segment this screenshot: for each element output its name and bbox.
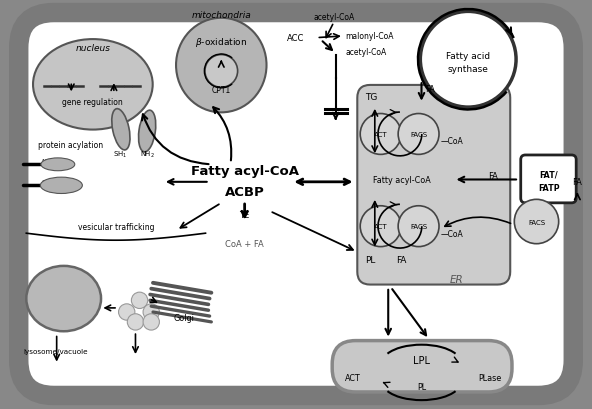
Text: FA: FA [426, 85, 436, 94]
Circle shape [360, 114, 401, 155]
Ellipse shape [41, 159, 75, 171]
FancyBboxPatch shape [521, 155, 576, 203]
Text: FACS: FACS [410, 132, 427, 137]
Ellipse shape [112, 109, 130, 151]
Ellipse shape [40, 178, 82, 194]
Ellipse shape [33, 40, 153, 130]
Circle shape [205, 56, 237, 88]
Text: FACS: FACS [410, 224, 427, 229]
Text: FACS: FACS [528, 219, 545, 225]
Text: ACBP: ACBP [225, 185, 265, 198]
Text: TE: TE [240, 211, 250, 220]
Text: nucleus: nucleus [75, 44, 110, 53]
Ellipse shape [139, 111, 156, 153]
Text: $^N$: $^N$ [41, 158, 47, 167]
Text: TG: TG [365, 92, 377, 101]
Text: FA: FA [397, 255, 407, 264]
Text: SH$_1$: SH$_1$ [112, 150, 127, 160]
Text: lysosome/vacuole: lysosome/vacuole [23, 348, 88, 354]
Circle shape [420, 12, 516, 108]
Circle shape [514, 200, 559, 244]
FancyBboxPatch shape [332, 341, 512, 392]
Text: ER: ER [450, 274, 464, 284]
Text: NH$_2$: NH$_2$ [140, 150, 155, 160]
Circle shape [398, 206, 439, 247]
Circle shape [360, 206, 401, 247]
Text: FATP: FATP [538, 184, 559, 193]
FancyBboxPatch shape [358, 86, 510, 285]
Text: mitochondria: mitochondria [191, 11, 251, 20]
Text: vesicular trafficking: vesicular trafficking [78, 222, 155, 231]
Circle shape [398, 114, 439, 155]
Text: acetyl-CoA: acetyl-CoA [346, 47, 387, 56]
Circle shape [143, 304, 159, 320]
Ellipse shape [26, 266, 101, 331]
Circle shape [143, 314, 159, 330]
Text: ACT: ACT [374, 224, 387, 229]
Text: protein acylation: protein acylation [38, 141, 103, 150]
Circle shape [127, 314, 144, 330]
Text: PLase: PLase [478, 373, 501, 382]
Text: Golgi: Golgi [173, 314, 194, 323]
Circle shape [131, 292, 148, 309]
Text: CPT1: CPT1 [212, 85, 231, 94]
Text: FA: FA [572, 178, 583, 187]
Text: Fatty acid: Fatty acid [446, 52, 490, 61]
FancyBboxPatch shape [19, 13, 573, 396]
Text: PL: PL [365, 255, 375, 264]
Circle shape [118, 304, 135, 320]
Text: —CoA: —CoA [441, 229, 464, 238]
Text: —CoA: —CoA [441, 137, 464, 146]
Text: synthase: synthase [448, 65, 488, 74]
Text: CoA + FA: CoA + FA [226, 240, 264, 249]
Text: PL: PL [417, 382, 426, 391]
Text: $^S$: $^S$ [41, 179, 46, 188]
Text: ACC: ACC [287, 34, 305, 43]
Text: ACT: ACT [374, 132, 387, 137]
Text: ACT: ACT [345, 373, 361, 382]
Ellipse shape [176, 19, 266, 113]
Text: $\beta$-oxidation: $\beta$-oxidation [195, 36, 247, 49]
Text: gene regulation: gene regulation [63, 98, 123, 107]
Text: LPL: LPL [413, 355, 430, 366]
Text: Fatty acyl-CoA: Fatty acyl-CoA [374, 175, 431, 184]
Text: Fatty acyl-CoA: Fatty acyl-CoA [191, 164, 298, 177]
Text: acetyl-CoA: acetyl-CoA [313, 13, 355, 22]
Text: malonyl-CoA: malonyl-CoA [346, 32, 394, 41]
Text: FA: FA [488, 172, 498, 181]
Text: FAT/: FAT/ [539, 170, 558, 179]
